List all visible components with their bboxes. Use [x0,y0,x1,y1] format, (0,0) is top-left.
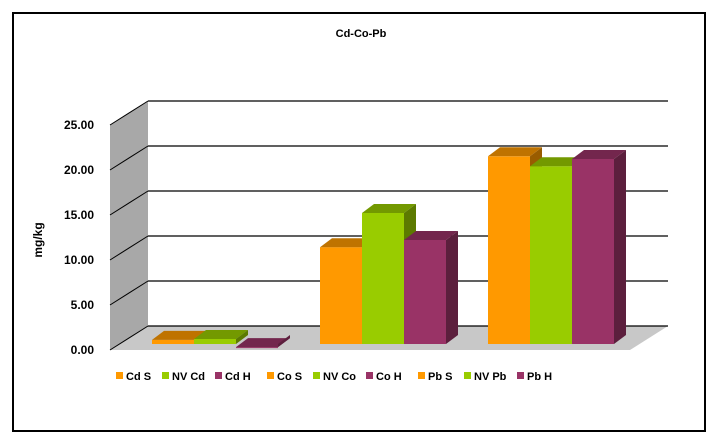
gridline-side [109,190,149,216]
y-tick-label: 25.00 [64,118,94,132]
legend-label: Cd H [225,371,251,383]
side-wall [110,101,148,350]
legend-swatch [418,372,425,379]
bar-side [236,330,248,344]
bar-top [488,147,542,157]
y-tick-label: 15.00 [64,208,94,222]
gridline-side [109,280,149,306]
bar-top [320,238,374,248]
bar-top [362,204,416,213]
legend-label: Pb S [428,371,452,383]
y-tick-label: 0.00 [71,343,95,357]
legend-label: NV Pb [474,371,507,383]
bar-top [404,231,458,240]
y-axis-ticks: 0.00 5.00 10.00 15.00 20.00 25.00 [64,118,94,357]
y-tick-label: 10.00 [64,253,94,267]
bar-top [572,150,626,159]
legend-label: Co S [277,371,302,383]
bar-front [488,156,530,344]
legend-swatch [116,372,123,379]
bar-pb-h [572,150,626,344]
gridline-side [109,145,149,171]
gridline-side [109,325,149,351]
gridline-side [109,235,149,261]
bar-top [236,338,290,348]
bar-front [320,247,362,344]
bar-top [194,330,248,339]
bar-pb-s [488,147,542,344]
chart-title: Cd-Co-Pb [336,28,387,40]
bar-front [404,240,446,344]
legend-swatch [464,372,471,379]
bars [152,147,626,349]
legend-label: Co H [376,371,402,383]
legend-label: NV Co [323,371,356,383]
bar-front [572,159,614,344]
legend-label: Pb H [527,371,552,383]
legend-swatch [366,372,373,379]
bar-side [446,231,458,344]
bar-front [236,347,278,349]
bar-cd-h [236,335,290,349]
bar-top [530,157,584,167]
legend: Cd S NV Cd Cd H Co S NV Co Co H Pb S NV Pb Pb H [116,371,552,383]
bar-co-h [404,231,458,344]
legend-label: NV Cd [172,371,205,383]
y-tick-label: 20.00 [64,163,94,177]
legend-label: Cd S [126,371,151,383]
bar-front [152,339,194,344]
bar-nv-cd [194,330,248,344]
legend-swatch [215,372,222,379]
legend-swatch [267,372,274,379]
legend-swatch [162,372,169,379]
bar-front [194,339,236,344]
bar-side [278,335,290,348]
legend-swatch [313,372,320,379]
bar-side [614,150,626,344]
bar-front [362,213,404,344]
y-tick-label: 5.00 [71,298,95,312]
gridline-side [109,100,149,126]
bar-top [152,330,206,340]
y-axis-label: mg/kg [31,222,45,257]
legend-swatch [517,372,524,379]
bar-front [530,166,572,344]
